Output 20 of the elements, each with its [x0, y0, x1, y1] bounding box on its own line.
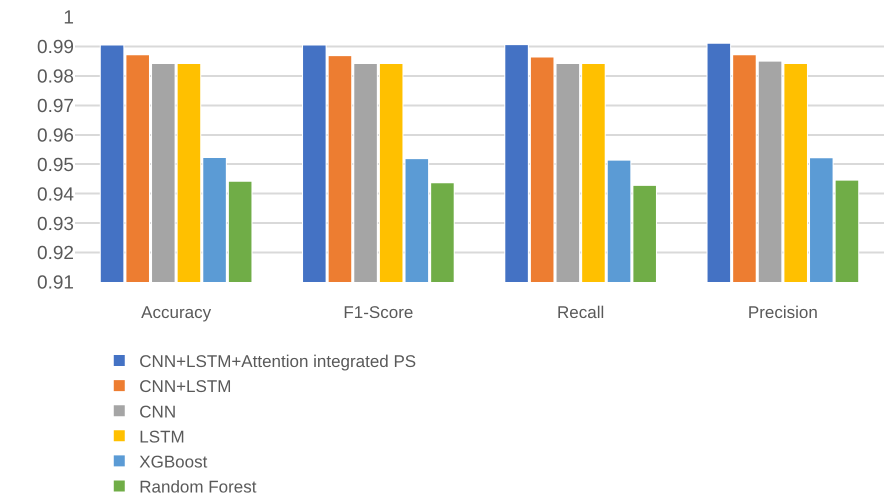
x-tick-label: Recall [557, 303, 604, 322]
y-tick-label: 0.99 [37, 37, 74, 58]
legend-label: CNN [139, 402, 176, 422]
y-tick-label: 0.94 [37, 184, 74, 206]
y-tick-label: 0.96 [37, 125, 74, 146]
y-tick-label: 0.92 [37, 243, 74, 264]
y-tick-label: 0.97 [37, 96, 74, 117]
y-tick-label: 0.98 [37, 66, 74, 88]
y-tick-label: 0.95 [37, 154, 74, 176]
legend-label: XGBoost [139, 452, 208, 472]
x-tick-label: F1-Score [343, 303, 414, 322]
y-tick-label: 0.91 [37, 272, 74, 294]
y-tick-label: 1 [63, 8, 74, 29]
legend-label: Random Forest [139, 478, 257, 497]
x-tick-label: Precision [748, 303, 818, 322]
y-tick-label: 0.93 [37, 214, 74, 235]
x-tick-label: Accuracy [141, 303, 212, 322]
legend-label: CNN+LSTM [139, 377, 232, 396]
legend-label: CNN+LSTM+Attention integrated PS [139, 352, 416, 372]
legend-label: LSTM [139, 427, 185, 446]
